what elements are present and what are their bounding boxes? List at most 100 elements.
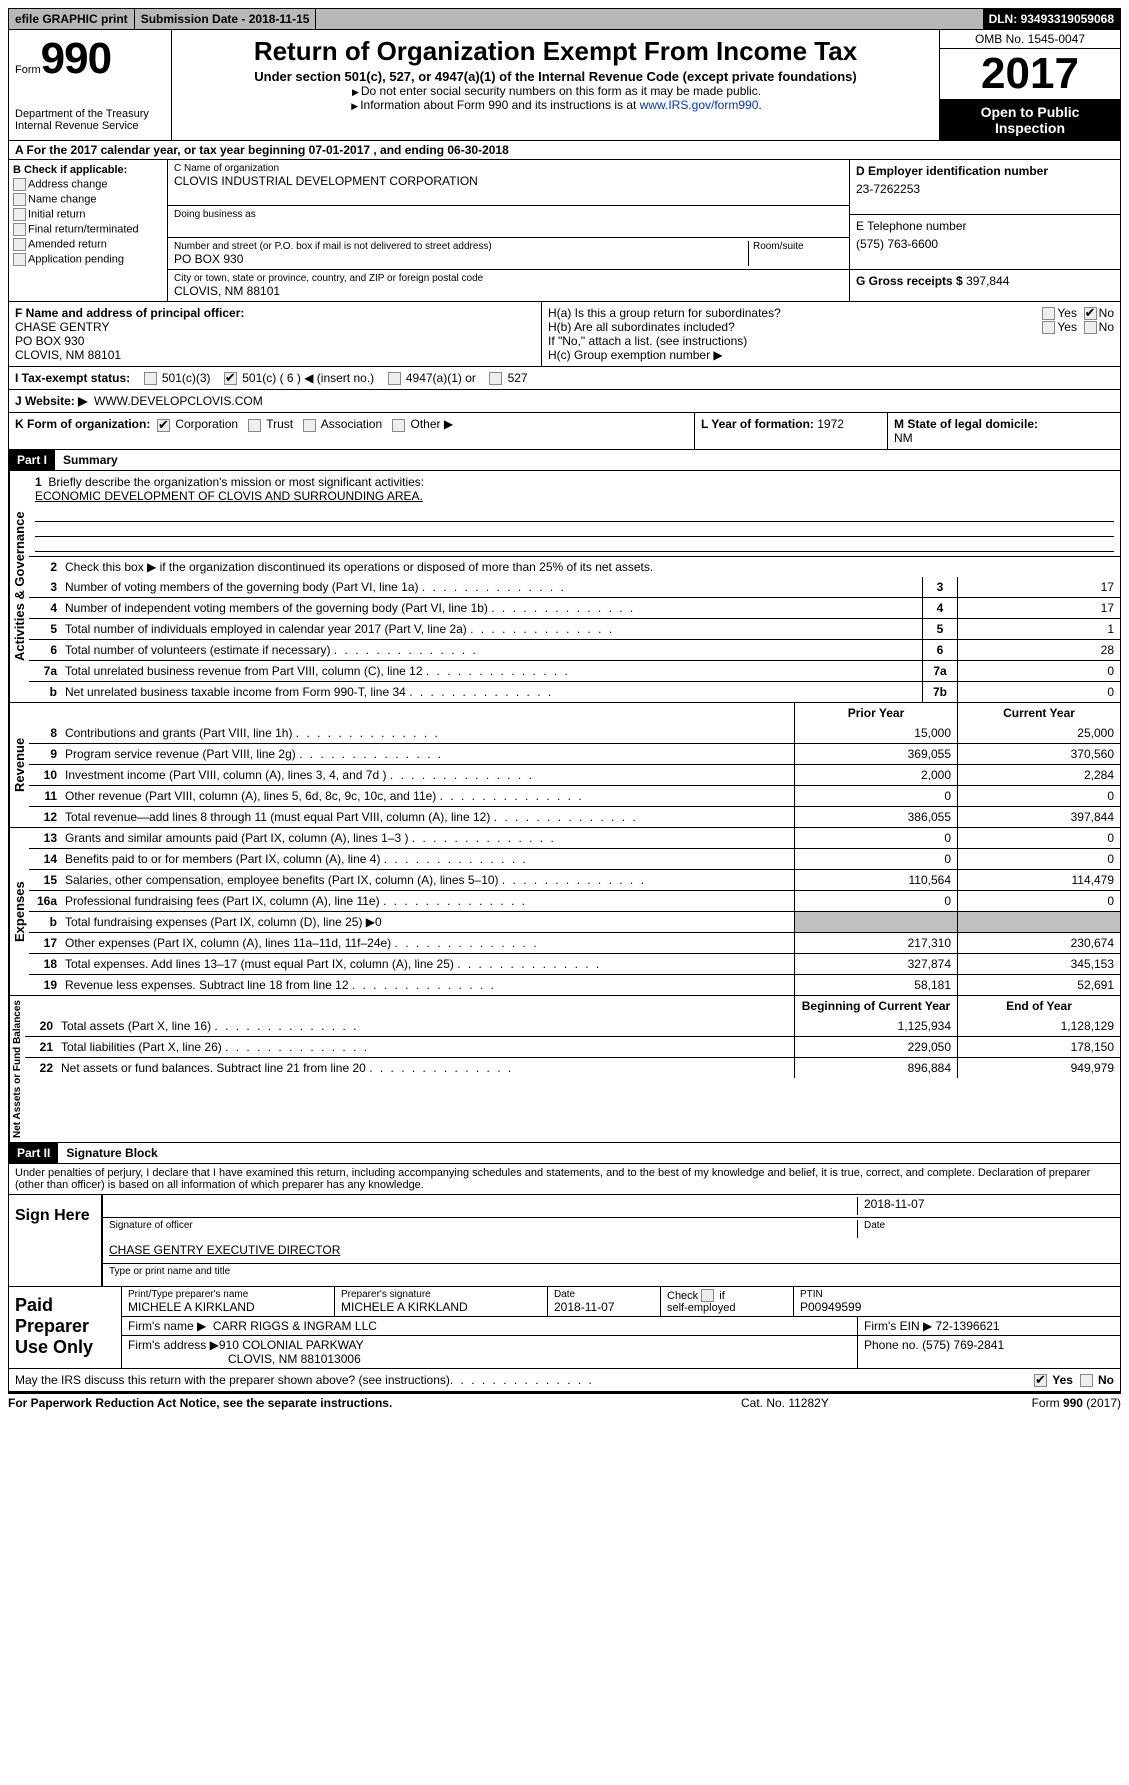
dept-label: Department of the Treasury xyxy=(15,108,165,120)
exp-block: Expenses 13Grants and similar amounts pa… xyxy=(8,828,1121,996)
part2-header: Part II xyxy=(9,1143,58,1163)
open-to-public: Open to Public Inspection xyxy=(940,100,1120,140)
fin-line-14: 14Benefits paid to or for members (Part … xyxy=(29,848,1120,869)
chk-hb-yes[interactable] xyxy=(1042,321,1055,334)
section-f: F Name and address of principal officer:… xyxy=(9,302,542,366)
prep-row3: Firm's address ▶910 COLONIAL PARKWAY CLO… xyxy=(122,1336,1120,1368)
part2-row: Part II Signature Block Under penalties … xyxy=(8,1143,1121,1369)
hb-note: If "No," attach a list. (see instruction… xyxy=(548,334,1114,348)
section-e: E Telephone number (575) 763-6600 xyxy=(850,215,1120,270)
fin-line-b: bTotal fundraising expenses (Part IX, co… xyxy=(29,911,1120,932)
prior-14: 0 xyxy=(794,849,957,869)
gov-line-6: 6Total number of volunteers (estimate if… xyxy=(29,639,1120,660)
header-left: Form990 Department of the Treasury Inter… xyxy=(9,30,172,140)
current-21: 178,150 xyxy=(957,1037,1120,1057)
chk-may-yes[interactable] xyxy=(1034,1374,1047,1387)
current-20: 1,128,129 xyxy=(957,1016,1120,1036)
ptin: P00949599 xyxy=(800,1300,1114,1314)
fin-line-21: 21Total liabilities (Part X, line 26) 22… xyxy=(25,1036,1120,1057)
header-center: Return of Organization Exempt From Incom… xyxy=(172,30,939,140)
irs-link[interactable]: www.IRS.gov/form990 xyxy=(640,98,759,112)
current-10: 2,284 xyxy=(957,765,1120,785)
fin-line-13: 13Grants and similar amounts paid (Part … xyxy=(29,828,1120,848)
preparer-signature: MICHELE A KIRKLAND xyxy=(341,1300,541,1314)
chk-name-change[interactable]: Name change xyxy=(13,193,163,206)
prior-b xyxy=(794,912,957,932)
prior-year-header: Prior Year xyxy=(794,703,957,723)
self-employed-check[interactable]: Check ifself-employed xyxy=(661,1287,794,1316)
fin-line-8: 8Contributions and grants (Part VIII, li… xyxy=(29,723,1120,743)
current-12: 397,844 xyxy=(957,807,1120,827)
fin-line-18: 18Total expenses. Add lines 13–17 (must … xyxy=(29,953,1120,974)
gov-line-5: 5Total number of individuals employed in… xyxy=(29,618,1120,639)
firm-name: CARR RIGGS & INGRAM LLC xyxy=(213,1319,377,1333)
gov-val-6: 28 xyxy=(957,640,1120,660)
chk-assoc[interactable] xyxy=(303,419,316,432)
submission-date: Submission Date - 2018-11-15 xyxy=(135,9,317,29)
fin-line-12: 12Total revenue—add lines 8 through 11 (… xyxy=(29,806,1120,827)
chk-ha-yes[interactable] xyxy=(1042,307,1055,320)
chk-final-return[interactable]: Final return/terminated xyxy=(13,223,163,236)
prior-9: 369,055 xyxy=(794,744,957,764)
chk-527[interactable] xyxy=(489,372,502,385)
chk-application-pending[interactable]: Application pending xyxy=(13,253,163,266)
city-cell: City or town, state or province, country… xyxy=(168,270,849,301)
begin-year-header: Beginning of Current Year xyxy=(794,996,957,1016)
prep-row1: Print/Type preparer's name MICHELE A KIR… xyxy=(122,1287,1120,1317)
chk-501c3[interactable] xyxy=(144,372,157,385)
chk-ha-no[interactable] xyxy=(1084,307,1097,320)
chk-4947[interactable] xyxy=(388,372,401,385)
chk-hb-no[interactable] xyxy=(1084,321,1097,334)
gov-briefly: 1 Briefly describe the organization's mi… xyxy=(29,471,1120,556)
form-title: Return of Organization Exempt From Incom… xyxy=(180,36,931,67)
prior-17: 217,310 xyxy=(794,933,957,953)
chk-trust[interactable] xyxy=(248,419,261,432)
current-22: 949,979 xyxy=(957,1058,1120,1078)
preparer-name: MICHELE A KIRKLAND xyxy=(128,1300,328,1314)
may-irs-row: May the IRS discuss this return with the… xyxy=(8,1369,1121,1392)
officer-addr1: PO BOX 930 xyxy=(15,334,535,348)
tax-year: 2017 xyxy=(940,49,1120,100)
prior-11: 0 xyxy=(794,786,957,806)
prior-8: 15,000 xyxy=(794,723,957,743)
prior-15: 110,564 xyxy=(794,870,957,890)
part2-title: Signature Block xyxy=(58,1146,157,1160)
current-11: 0 xyxy=(957,786,1120,806)
chk-may-no[interactable] xyxy=(1080,1374,1093,1387)
prior-10: 2,000 xyxy=(794,765,957,785)
chk-other[interactable] xyxy=(392,419,405,432)
net-header-row: Beginning of Current Year End of Year xyxy=(25,996,1120,1016)
form-subtitle: Under section 501(c), 527, or 4947(a)(1)… xyxy=(180,69,931,84)
chk-initial-return[interactable]: Initial return xyxy=(13,208,163,221)
org-name: CLOVIS INDUSTRIAL DEVELOPMENT CORPORATIO… xyxy=(174,174,843,188)
gov-vlabel: Activities & Governance xyxy=(9,471,29,702)
firm-addr2: CLOVIS, NM 881013006 xyxy=(228,1352,361,1366)
current-year-header: Current Year xyxy=(957,703,1120,723)
net-vlabel: Net Assets or Fund Balances xyxy=(9,996,25,1142)
chk-amended-return[interactable]: Amended return xyxy=(13,238,163,251)
gov-block: Activities & Governance 1 Briefly descri… xyxy=(8,471,1121,703)
fin-line-19: 19Revenue less expenses. Subtract line 1… xyxy=(29,974,1120,995)
section-b-title: B Check if applicable: xyxy=(13,164,163,176)
irs-label: Internal Revenue Service xyxy=(15,120,165,132)
dln: DLN: 93493319059068 xyxy=(983,9,1120,29)
col-header-row: Prior Year Current Year xyxy=(29,703,1120,723)
current-13: 0 xyxy=(957,828,1120,848)
prior-16a: 0 xyxy=(794,891,957,911)
prior-12: 386,055 xyxy=(794,807,957,827)
prior-22: 896,884 xyxy=(794,1058,957,1078)
chk-address-change[interactable]: Address change xyxy=(13,178,163,191)
part1-title: Summary xyxy=(55,453,118,467)
section-b: B Check if applicable: Address change Na… xyxy=(9,160,168,301)
gov-val-7b: 0 xyxy=(957,682,1120,702)
telephone: (575) 763-6600 xyxy=(856,237,1114,251)
hc-line: H(c) Group exemption number ▶ xyxy=(548,348,1114,362)
footer-center: Cat. No. 11282Y xyxy=(741,1396,941,1410)
chk-501c[interactable] xyxy=(224,372,237,385)
mission-text: ECONOMIC DEVELOPMENT OF CLOVIS AND SURRO… xyxy=(35,489,423,503)
officer-addr2: CLOVIS, NM 88101 xyxy=(15,348,535,362)
footer-right: Form 990 (2017) xyxy=(941,1396,1121,1410)
chk-corp[interactable] xyxy=(157,419,170,432)
prior-21: 229,050 xyxy=(794,1037,957,1057)
section-d: D Employer identification number 23-7262… xyxy=(850,160,1120,215)
